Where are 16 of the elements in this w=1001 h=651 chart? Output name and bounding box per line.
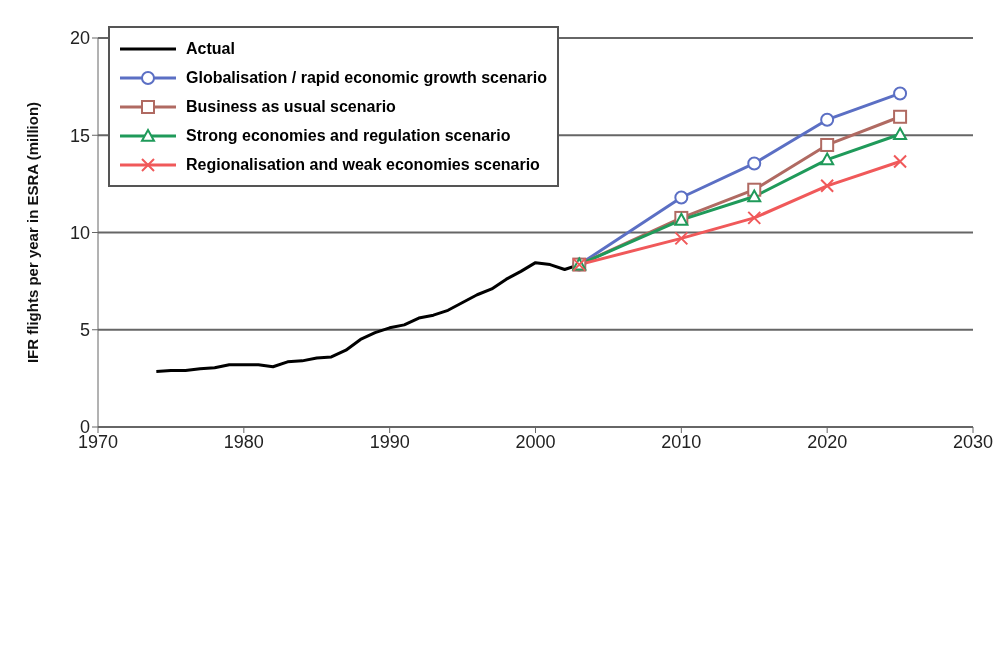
y-tick-label: 20 bbox=[69, 28, 90, 49]
legend-label: Strong economies and regulation scenario bbox=[186, 126, 511, 145]
x-tick-label: 2030 bbox=[952, 431, 994, 452]
y-tick-label: 5 bbox=[79, 320, 90, 341]
y-tick-label: 10 bbox=[69, 222, 90, 243]
x-tick-label: 2000 bbox=[515, 431, 556, 452]
legend-label: Actual bbox=[186, 39, 235, 58]
legend-label: Regionalisation and weak economies scenario bbox=[186, 155, 540, 174]
x-tick-label: 1980 bbox=[223, 431, 264, 452]
y-tick-label: 15 bbox=[69, 125, 90, 146]
x-tick-label: 2010 bbox=[661, 431, 702, 452]
y-axis-title: IFR flights per year in ESRA (million) bbox=[24, 101, 42, 364]
x-tick-label: 1990 bbox=[369, 431, 410, 452]
legend-label: Business as usual scenario bbox=[186, 97, 396, 116]
legend-label: Globalisation / rapid economic growth scenario bbox=[186, 68, 547, 87]
x-tick-label: 2020 bbox=[807, 431, 848, 452]
